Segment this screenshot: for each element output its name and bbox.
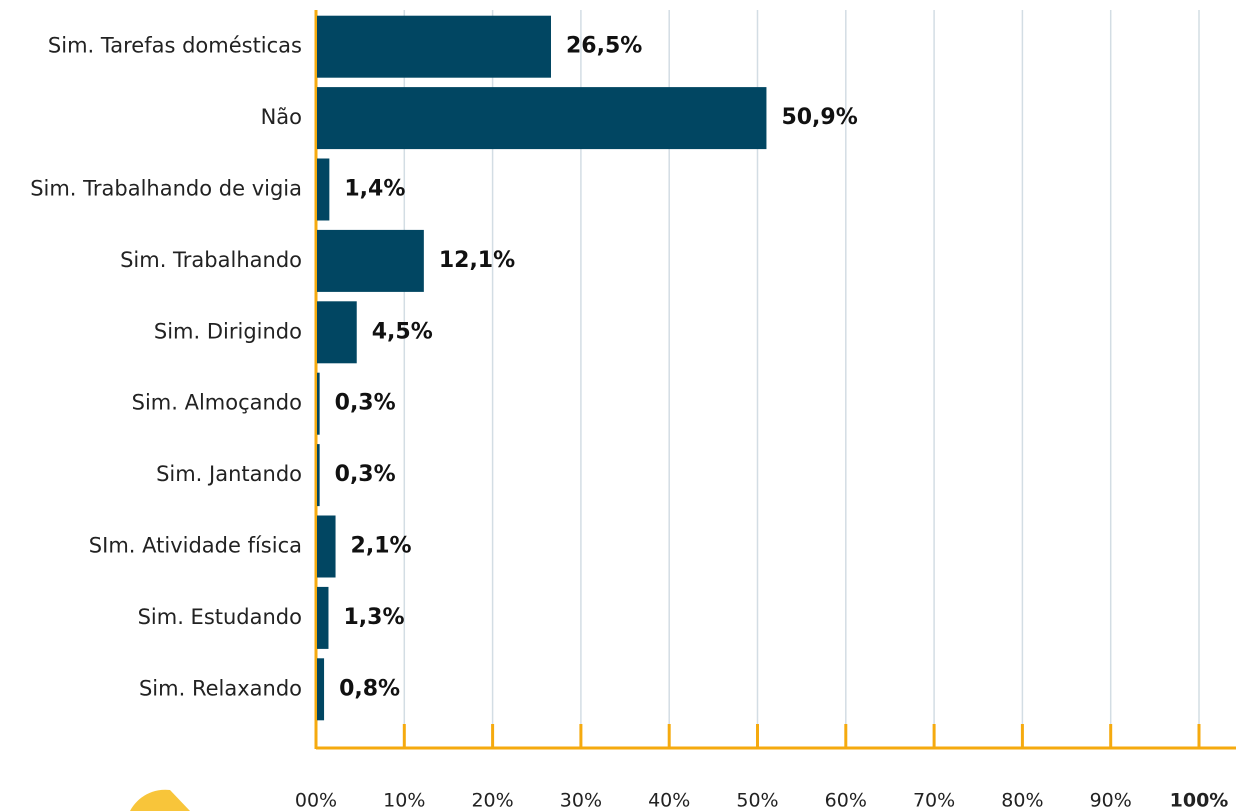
value-label: 0,8% bbox=[339, 676, 400, 701]
value-label: 4,5% bbox=[372, 319, 433, 344]
bar bbox=[317, 229, 424, 292]
bar bbox=[317, 658, 325, 721]
x-tick-label: 90% bbox=[1090, 790, 1132, 811]
bar bbox=[317, 444, 320, 507]
category-label: Sim. Almoçando bbox=[132, 391, 302, 415]
category-label: Sim. Tarefas domésticas bbox=[48, 34, 302, 58]
bar bbox=[317, 301, 357, 364]
bar bbox=[317, 158, 330, 221]
x-tick-label: 80% bbox=[1001, 790, 1043, 811]
bar bbox=[317, 372, 320, 435]
bar bbox=[317, 87, 767, 150]
decoration bbox=[130, 789, 190, 811]
bar bbox=[317, 586, 329, 649]
x-tick-label: 70% bbox=[913, 790, 955, 811]
value-label: 50,9% bbox=[781, 105, 857, 130]
bar bbox=[317, 515, 336, 578]
category-label: Sim. Estudando bbox=[138, 605, 302, 629]
x-tick-label: 10% bbox=[383, 790, 425, 811]
category-label: Sim. Trabalhando de vigia bbox=[30, 177, 302, 201]
value-label: 2,1% bbox=[351, 534, 412, 559]
bar bbox=[317, 15, 551, 78]
value-label: 26,5% bbox=[566, 34, 642, 59]
category-label: Sim. Trabalhando bbox=[120, 248, 302, 272]
x-tick-label: 30% bbox=[560, 790, 602, 811]
value-label: 1,3% bbox=[343, 605, 404, 630]
value-label: 0,3% bbox=[335, 462, 396, 487]
category-label: Sim. Dirigindo bbox=[154, 319, 302, 343]
category-label: Não bbox=[261, 105, 302, 129]
value-label: 12,1% bbox=[439, 248, 515, 273]
category-label: SIm. Atividade física bbox=[89, 534, 302, 558]
x-tick-label: 60% bbox=[825, 790, 867, 811]
category-label: Sim. Relaxando bbox=[139, 676, 302, 700]
x-tick-label: 20% bbox=[471, 790, 513, 811]
x-tick-label: 40% bbox=[648, 790, 690, 811]
x-tick-label: 00% bbox=[295, 790, 337, 811]
x-tick-label: 100% bbox=[1170, 790, 1229, 811]
x-tick-label: 50% bbox=[736, 790, 778, 811]
value-label: 1,4% bbox=[344, 177, 405, 202]
value-label: 0,3% bbox=[335, 391, 396, 416]
category-label: Sim. Jantando bbox=[156, 462, 302, 486]
